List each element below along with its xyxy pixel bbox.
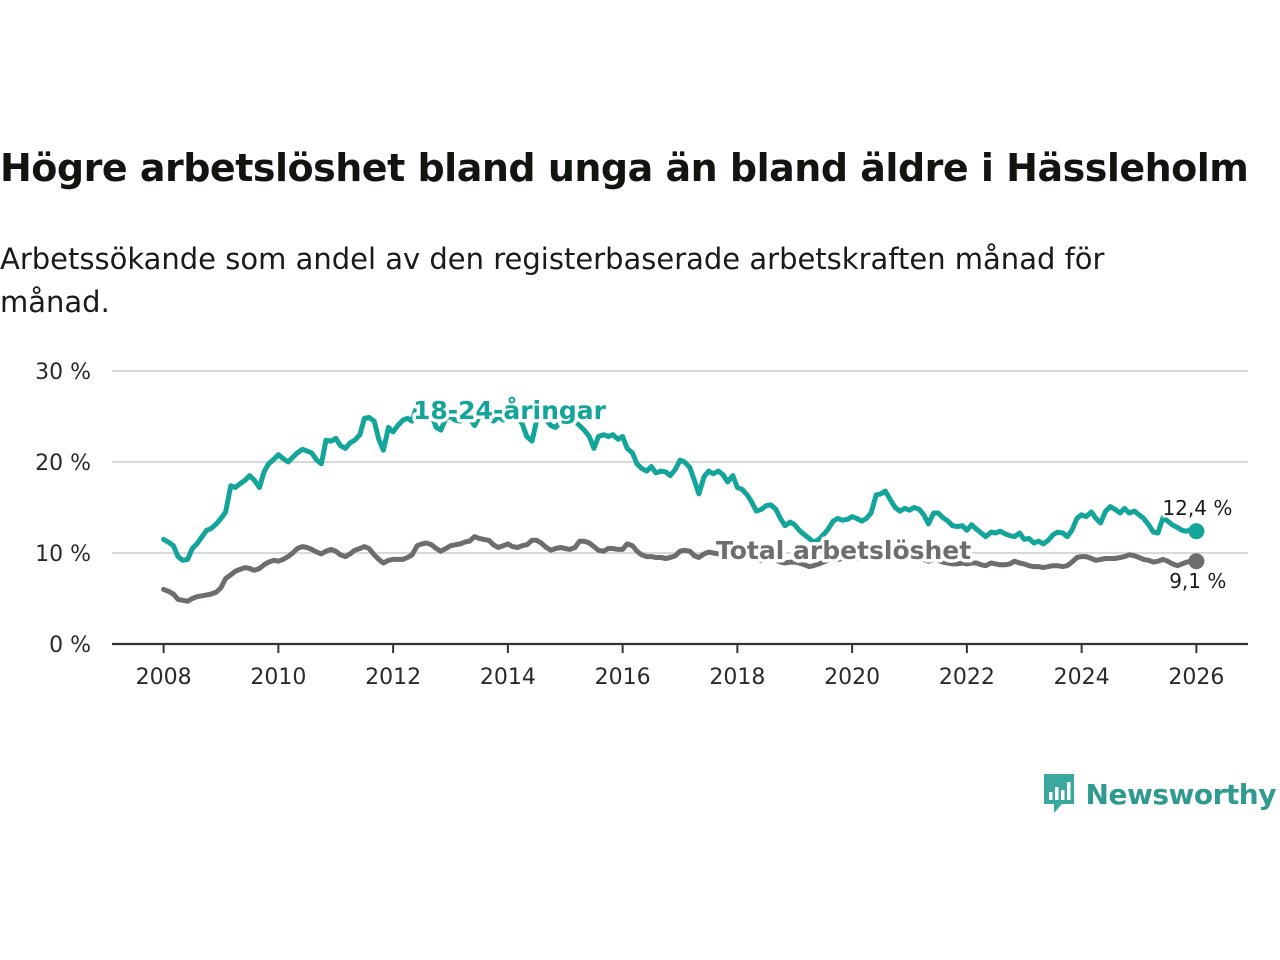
- x-tick-label: 2014: [480, 665, 536, 690]
- chart-subtitle: Arbetssökande som andel av den registerb…: [0, 242, 1105, 319]
- series-label-youth: 18-24-åringar: [413, 396, 607, 425]
- newsworthy-logo[interactable]: Newsworthy: [1042, 772, 1277, 816]
- end-label-total: 9,1 %: [1169, 569, 1226, 593]
- x-tick-label: 2010: [250, 665, 306, 690]
- x-axis: 2008 2010 2012 2014 2016 2018 2020 2022 2024 2026: [112, 642, 1248, 690]
- x-tick-label: 2026: [1168, 665, 1224, 690]
- line-chart: 0 % 10 % 20 % 30 % 2008 2010 2012 2014 2016 2018…: [35, 360, 1248, 690]
- newsworthy-logo-text: Newsworthy: [1085, 777, 1277, 811]
- end-point-total: [1188, 553, 1205, 570]
- x-tick-label: 2018: [709, 665, 765, 690]
- y-tick-label: 0 %: [49, 633, 91, 658]
- x-tick-label: 2020: [824, 665, 880, 690]
- y-tick-label: 10 %: [35, 542, 91, 567]
- x-tick-label: 2022: [939, 665, 995, 690]
- newsworthy-logo-icon: [1043, 774, 1074, 813]
- end-label-youth: 12,4 %: [1162, 496, 1232, 520]
- y-tick-label: 30 %: [35, 360, 91, 385]
- x-tick-label: 2024: [1054, 665, 1110, 690]
- end-point-youth: [1188, 523, 1205, 540]
- x-tick-label: 2012: [365, 665, 421, 690]
- x-tick-label: 2008: [136, 665, 192, 690]
- series-lines: [161, 402, 1205, 604]
- series-labels: 18-24-åringar Total arbetslöshet 12,4 % 9,1…: [410, 393, 1235, 596]
- y-axis: 0 % 10 % 20 % 30 %: [35, 360, 91, 658]
- y-tick-label: 20 %: [35, 451, 91, 476]
- series-line-total: [161, 534, 1199, 604]
- series-line-youth: [161, 402, 1199, 563]
- chart-title: Högre arbetslöshet bland unga än bland ä…: [0, 146, 1249, 190]
- series-label-total: Total arbetslöshet: [716, 536, 971, 565]
- x-tick-label: 2016: [595, 665, 651, 690]
